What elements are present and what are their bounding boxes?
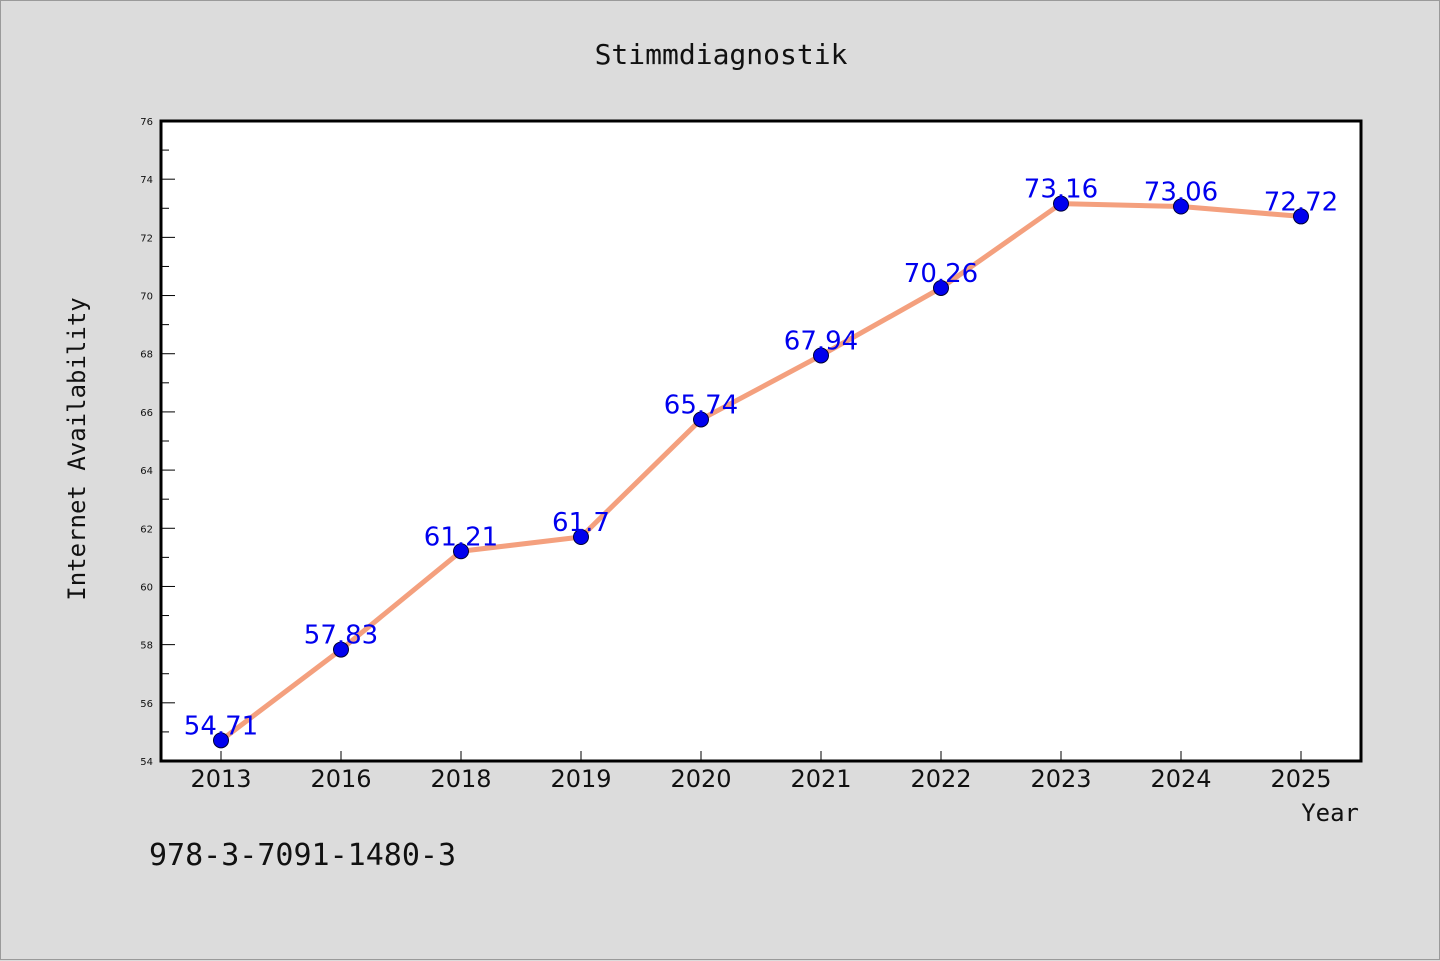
data-label: 65.74 xyxy=(664,390,738,420)
data-point xyxy=(1173,198,1189,215)
data-point xyxy=(693,411,709,428)
data-label: 73.16 xyxy=(1024,175,1098,205)
data-point xyxy=(453,543,469,560)
data-label: 73.06 xyxy=(1144,178,1218,208)
x-tick-label: 2025 xyxy=(1270,765,1331,793)
data-point xyxy=(1293,208,1309,225)
data-point xyxy=(813,347,829,364)
data-point xyxy=(1053,195,1069,212)
y-tick-label: 66 xyxy=(140,408,153,419)
data-label: 61.7 xyxy=(552,508,610,538)
x-tick-label: 2019 xyxy=(550,765,611,793)
y-tick-label: 58 xyxy=(140,641,153,652)
y-axis-label: Internet Availability xyxy=(63,297,91,600)
y-tick-label: 62 xyxy=(140,524,153,535)
data-point xyxy=(573,529,589,545)
data-label: 67.94 xyxy=(784,326,858,356)
data-label: 57.83 xyxy=(304,621,378,651)
x-tick-label: 2016 xyxy=(310,765,371,793)
x-axis-label: Year xyxy=(1301,799,1359,827)
x-tick-label: 2022 xyxy=(910,765,971,793)
x-tick-label: 2013 xyxy=(190,765,251,793)
series-line xyxy=(218,201,1304,743)
y-tick-label: 76 xyxy=(140,117,153,128)
x-tick-label: 2018 xyxy=(430,765,491,793)
data-point xyxy=(213,732,229,749)
y-tick-label: 72 xyxy=(140,233,153,244)
x-tick-label: 2024 xyxy=(1150,765,1211,793)
chart-title: Stimmdiagnostik xyxy=(595,38,848,71)
data-label: 70.26 xyxy=(904,259,978,289)
y-tick-label: 70 xyxy=(140,292,153,303)
y-tick-label: 60 xyxy=(140,582,153,593)
data-label: 61.21 xyxy=(424,522,498,552)
data-label: 54.71 xyxy=(184,711,258,741)
series-layer: 54.71 57.83 61.21 61.7 65.74 67.94 70.26 73.16 7… xyxy=(184,175,1338,749)
x-axis: 2013 2016 2018 2019 2020 2021 2022 2023 2024 2025 xyxy=(190,751,1332,793)
x-tick-label: 2020 xyxy=(670,765,731,793)
x-tick-label: 2021 xyxy=(790,765,851,793)
data-label: 72.72 xyxy=(1264,187,1338,217)
x-tick-label: 2023 xyxy=(1030,765,1091,793)
plot-border xyxy=(159,119,1363,763)
y-tick-label: 68 xyxy=(140,350,153,361)
y-tick-label: 74 xyxy=(140,175,153,186)
y-tick-label: 56 xyxy=(140,699,153,710)
y-tick-label: 54 xyxy=(140,757,153,768)
data-point xyxy=(333,641,349,658)
y-tick-label: 64 xyxy=(140,466,153,477)
data-point xyxy=(933,279,949,296)
plot-area xyxy=(161,121,1361,761)
isbn-text: 978-3-7091-1480-3 xyxy=(149,838,456,873)
